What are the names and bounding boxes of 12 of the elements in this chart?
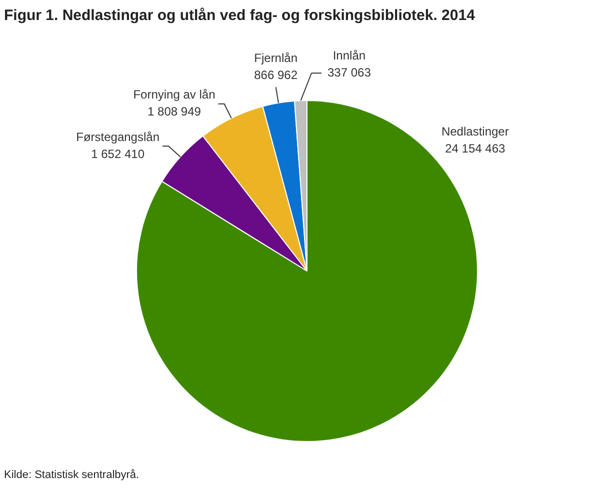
slice-label: Fornying av lån bbox=[133, 88, 216, 102]
slice-label: Nedlastinger bbox=[441, 124, 509, 138]
chart-title: Figur 1. Nedlastingar og utlån ved fag- og forskingsbibliotek. 2014 bbox=[4, 7, 475, 24]
slice-label: Førstegangslån bbox=[76, 130, 160, 144]
data-label: 1 652 410 bbox=[91, 146, 145, 161]
data-label: 1 808 949 bbox=[148, 104, 202, 119]
slice-label: Fjernlån bbox=[254, 50, 298, 65]
slice-label: Innlån bbox=[332, 48, 366, 62]
data-label: 24 154 463 bbox=[445, 141, 506, 156]
data-label: 337 063 bbox=[328, 65, 372, 80]
text: Kilde: Statistisk sentralbyrå. bbox=[4, 469, 140, 481]
data-label: 866 962 bbox=[254, 68, 298, 82]
